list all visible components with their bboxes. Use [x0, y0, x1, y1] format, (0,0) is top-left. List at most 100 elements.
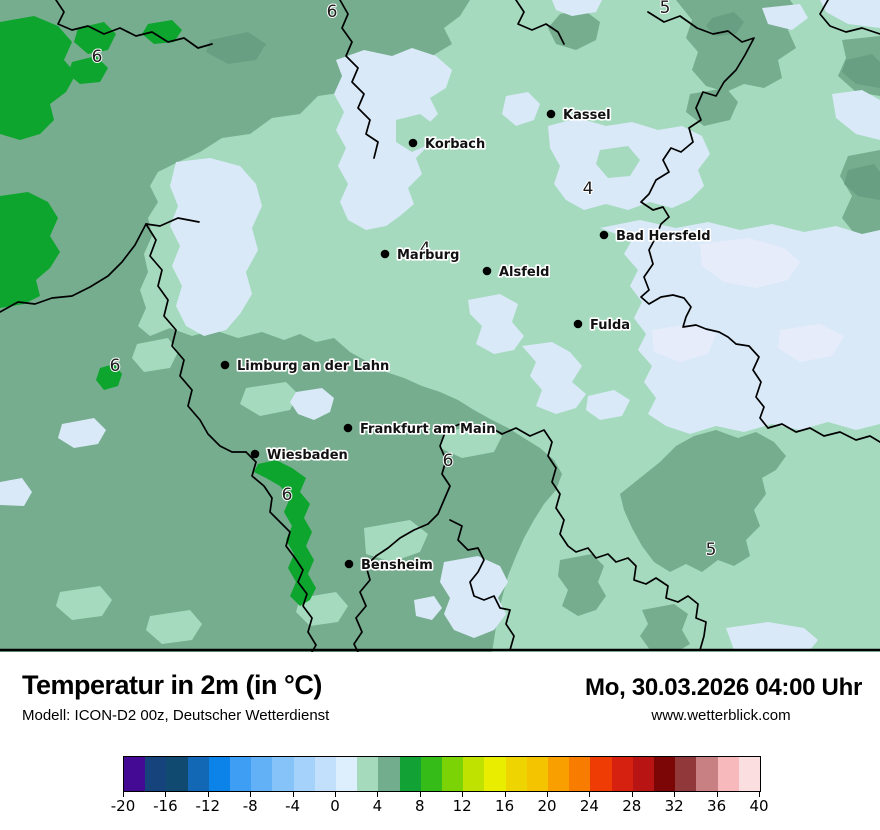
scale-segment: [293, 757, 315, 791]
city-label: Korbach: [425, 137, 485, 152]
scale-segment: [654, 757, 676, 791]
scale-segment: [569, 757, 591, 791]
city-label: Marburg: [397, 248, 459, 263]
scale-segment: [738, 757, 761, 791]
city-label: Frankfurt am Main: [360, 422, 495, 437]
city-dot: [546, 109, 556, 119]
temp-band-mint-patch-layer: [56, 338, 502, 644]
scale-tick-label: 12: [452, 797, 472, 815]
city-marker: Kassel: [546, 106, 612, 125]
city-label: Kassel: [563, 108, 611, 123]
city-dot: [482, 266, 492, 276]
scale-segment: [484, 757, 506, 791]
weather-map-container: 6 5 6 4 4 6 6 6 5 Kassel Korbach Bad Hersfeld Marbu…: [0, 0, 880, 653]
scale-tick-label: -8: [242, 797, 258, 815]
temp-band-green-layer: [0, 16, 316, 606]
city-marker: Limburg an der Lahn: [220, 357, 391, 376]
city-marker: Fulda: [573, 316, 632, 335]
scale-segment: [187, 757, 209, 791]
weather-map: 6 5 6 4 4 6 6 6 5 Kassel Korbach Bad Hersfeld Marbu…: [0, 0, 880, 653]
city-label: Fulda: [590, 318, 630, 333]
city-dot: [343, 423, 353, 433]
temp-band-darksage-layer: [206, 12, 880, 200]
temp-value-layer: 6 5 6 4 4 6 6 6 5: [91, 0, 718, 561]
scale-tick: [377, 792, 379, 797]
city-label: Bad Hersfeld: [616, 229, 711, 244]
temp-value-label: 6: [92, 47, 103, 67]
city-dot: [380, 249, 390, 259]
scale-segment: [420, 757, 443, 791]
scale-segment: [675, 757, 697, 791]
scale-segment: [145, 757, 167, 791]
city-marker: Wiesbaden: [250, 446, 349, 465]
temp-value-label: 5: [660, 0, 671, 18]
scale-tick: [207, 792, 209, 797]
temp-value-label: 6: [443, 451, 454, 471]
scale-tick: [250, 792, 252, 797]
city-dot: [408, 138, 418, 148]
scale-tick-label: -12: [195, 797, 221, 815]
temp-value-label: 5: [706, 540, 717, 560]
city-dot: [250, 449, 260, 459]
scale-tick-label: 28: [622, 797, 642, 815]
temp-band-paleblue-layer: [0, 0, 880, 650]
scale-segment: [611, 757, 633, 791]
scale-segment: [717, 757, 739, 791]
scale-tick: [123, 792, 124, 797]
city-dot: [573, 319, 583, 329]
scale-tick: [759, 792, 760, 797]
temperature-colorbar: [123, 756, 761, 792]
map-datetime: Mo, 30.03.2026 04:00 Uhr: [585, 674, 862, 701]
city-label: Alsfeld: [499, 265, 550, 280]
city-marker-layer: Kassel Korbach Bad Hersfeld Marburg Alsfeld F…: [220, 106, 712, 575]
model-info: Modell: ICON-D2 00z, Deutscher Wetterdie…: [22, 707, 330, 724]
scale-segment: [463, 757, 485, 791]
scale-tick-label: -4: [285, 797, 301, 815]
scale-tick-label: 36: [707, 797, 727, 815]
scale-segment: [166, 757, 188, 791]
scale-segment: [357, 757, 379, 791]
city-label: Bensheim: [361, 558, 433, 573]
scale-tick: [547, 792, 548, 797]
city-label: Limburg an der Lahn: [237, 359, 389, 374]
scale-segment: [251, 757, 273, 791]
scale-tick-label: 16: [495, 797, 515, 815]
scale-segment: [505, 757, 527, 791]
scale-segment: [208, 757, 231, 791]
scale-segment: [314, 757, 337, 791]
temp-value-label: 4: [420, 239, 431, 259]
scale-tick-label: -20: [110, 797, 136, 815]
scale-tick: [674, 792, 676, 797]
scale-tick: [589, 792, 591, 797]
city-marker: Korbach: [408, 135, 487, 154]
scale-segment: [442, 757, 464, 791]
scale-tick: [335, 792, 336, 797]
state-border-layer: [0, 0, 880, 653]
temp-value-label: 4: [583, 179, 594, 199]
scale-tick: [292, 792, 294, 797]
scale-segment: [230, 757, 252, 791]
scale-segment: [272, 757, 294, 791]
city-marker: Alsfeld: [482, 263, 551, 282]
scale-tick-label: -16: [153, 797, 178, 815]
scale-tick-label: 4: [372, 797, 383, 815]
scale-tick-label: 20: [537, 797, 557, 815]
scale-tick-label: 24: [579, 797, 599, 815]
scale-tick: [716, 792, 718, 797]
scale-segment: [590, 757, 612, 791]
scale-tick: [504, 792, 506, 797]
scale-segment: [696, 757, 718, 791]
scale-segment: [378, 757, 400, 791]
city-label: Wiesbaden: [267, 448, 348, 463]
scale-tick-label: 32: [664, 797, 684, 815]
scale-segment: [526, 757, 549, 791]
temp-value-label: 6: [327, 2, 338, 22]
scale-tick-label: 40: [749, 797, 769, 815]
scale-tick-label: 0: [330, 797, 340, 815]
scale-segment: [632, 757, 655, 791]
temp-value-label: 6: [282, 485, 293, 505]
temp-band-mint-island-layer: [396, 114, 640, 178]
city-marker: Bensheim: [344, 556, 434, 575]
scale-tick-label: 8: [415, 797, 425, 815]
website-link: www.wetterblick.com: [651, 707, 791, 724]
